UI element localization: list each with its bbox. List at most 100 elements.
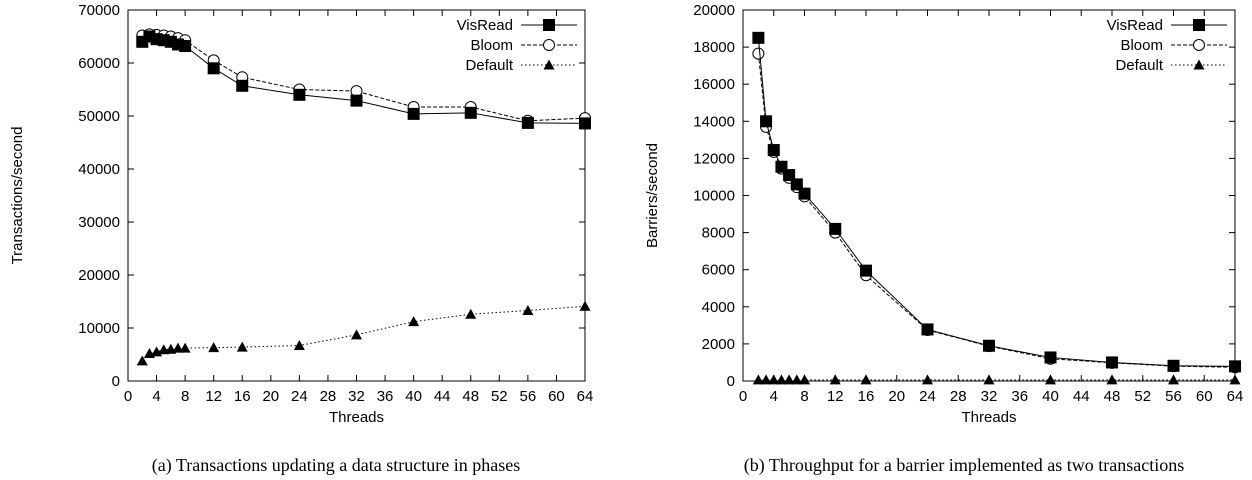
data-point bbox=[236, 79, 249, 92]
data-point bbox=[983, 339, 995, 352]
data-point bbox=[1193, 59, 1205, 70]
data-point bbox=[1229, 360, 1241, 373]
data-point bbox=[799, 374, 810, 385]
x-tick-label: 56 bbox=[520, 388, 537, 405]
data-point bbox=[543, 19, 555, 31]
legend-label: VisRead bbox=[1107, 17, 1163, 34]
legend-label: Bloom bbox=[470, 37, 513, 54]
data-point bbox=[1193, 19, 1205, 31]
y-tick-label: 50000 bbox=[78, 108, 120, 125]
data-point bbox=[464, 106, 477, 119]
data-point bbox=[293, 88, 306, 101]
data-point bbox=[522, 305, 534, 316]
x-tick-label: 32 bbox=[348, 388, 365, 405]
x-tick-label: 56 bbox=[1165, 388, 1182, 405]
series-line bbox=[141, 305, 586, 362]
data-point bbox=[1229, 374, 1241, 385]
data-point bbox=[783, 169, 796, 182]
y-tick-label: 16000 bbox=[693, 76, 735, 93]
data-point bbox=[752, 47, 765, 60]
data-point bbox=[579, 300, 591, 311]
data-point bbox=[860, 264, 872, 277]
y-tick-label: 6000 bbox=[702, 262, 735, 279]
x-tick-label: 20 bbox=[262, 388, 279, 405]
y-tick-label: 0 bbox=[112, 373, 120, 390]
x-tick-label: 8 bbox=[800, 388, 808, 405]
data-point bbox=[790, 178, 803, 191]
series-bloom bbox=[136, 28, 591, 127]
x-tick-label: 52 bbox=[491, 388, 508, 405]
data-point bbox=[1106, 374, 1118, 385]
x-tick-label: 32 bbox=[981, 388, 998, 405]
x-tick-label: 24 bbox=[291, 388, 308, 405]
y-tick-label: 20000 bbox=[78, 267, 120, 284]
data-point bbox=[829, 374, 841, 385]
y-tick-label: 70000 bbox=[78, 2, 120, 19]
x-tick-label: 0 bbox=[124, 388, 132, 405]
x-tick-label: 4 bbox=[770, 388, 778, 405]
data-point bbox=[408, 316, 420, 327]
data-point bbox=[760, 115, 773, 128]
data-point bbox=[179, 40, 192, 53]
y-tick-label: 8000 bbox=[702, 225, 735, 242]
x-tick-label: 16 bbox=[234, 388, 251, 405]
data-point bbox=[172, 342, 184, 353]
legend-label: Default bbox=[465, 57, 513, 74]
figure-caption: (b) Throughput for a barrier implemented… bbox=[744, 455, 1185, 476]
x-tick-label: 48 bbox=[462, 388, 479, 405]
data-point bbox=[208, 342, 220, 353]
x-tick-label: 16 bbox=[858, 388, 875, 405]
legend-label: Bloom bbox=[1120, 37, 1163, 54]
x-tick-label: 36 bbox=[377, 388, 394, 405]
series-visread bbox=[752, 31, 1241, 373]
series-line bbox=[142, 33, 586, 122]
x-tick-label: 44 bbox=[434, 388, 451, 405]
data-point bbox=[543, 59, 555, 70]
data-point bbox=[1167, 359, 1180, 372]
data-point bbox=[407, 107, 420, 120]
series-default bbox=[136, 300, 591, 366]
y-tick-label: 14000 bbox=[693, 113, 735, 130]
data-point bbox=[1044, 351, 1057, 364]
data-point bbox=[768, 374, 780, 385]
x-tick-label: 28 bbox=[950, 388, 967, 405]
chart-panel-b: 0 4 8 12 16 20 24 28 32 36 40 44 48 52 56 60 64020004000… bbox=[644, 2, 1243, 476]
data-point bbox=[798, 187, 811, 200]
x-tick-label: 20 bbox=[888, 388, 905, 405]
plot-frame bbox=[127, 9, 586, 382]
data-point bbox=[351, 329, 362, 340]
data-point bbox=[921, 323, 934, 336]
y-axis-label: Transactions/second bbox=[9, 127, 26, 265]
y-tick-label: 40000 bbox=[78, 161, 120, 178]
x-tick-label: 28 bbox=[320, 388, 337, 405]
x-axis-label: Threads bbox=[329, 409, 384, 426]
y-tick-label: 30000 bbox=[78, 214, 120, 231]
data-point bbox=[1193, 39, 1205, 51]
y-tick-label: 4000 bbox=[702, 299, 735, 316]
x-tick-label: 60 bbox=[1196, 388, 1213, 405]
x-tick-label: 4 bbox=[152, 388, 160, 405]
series-bloom bbox=[752, 47, 1241, 374]
y-tick-label: 10000 bbox=[78, 320, 120, 337]
data-point bbox=[465, 308, 477, 319]
series-line bbox=[757, 37, 1236, 367]
x-tick-label: 36 bbox=[1011, 388, 1028, 405]
data-point bbox=[767, 144, 780, 157]
y-axis-label: Barriers/second bbox=[644, 143, 661, 248]
data-point bbox=[922, 374, 933, 385]
legend-label: VisRead bbox=[457, 17, 513, 34]
data-point bbox=[236, 341, 248, 352]
data-point bbox=[1106, 356, 1118, 369]
x-tick-label: 12 bbox=[205, 388, 222, 405]
y-tick-label: 18000 bbox=[693, 39, 735, 56]
y-tick-label: 10000 bbox=[693, 188, 735, 205]
data-point bbox=[136, 355, 148, 366]
data-point bbox=[752, 31, 765, 44]
data-point bbox=[350, 94, 363, 107]
x-tick-label: 0 bbox=[739, 388, 747, 405]
legend-label: Default bbox=[1115, 57, 1163, 74]
data-point bbox=[579, 117, 591, 130]
data-point bbox=[179, 342, 191, 353]
series-visread bbox=[136, 30, 591, 130]
